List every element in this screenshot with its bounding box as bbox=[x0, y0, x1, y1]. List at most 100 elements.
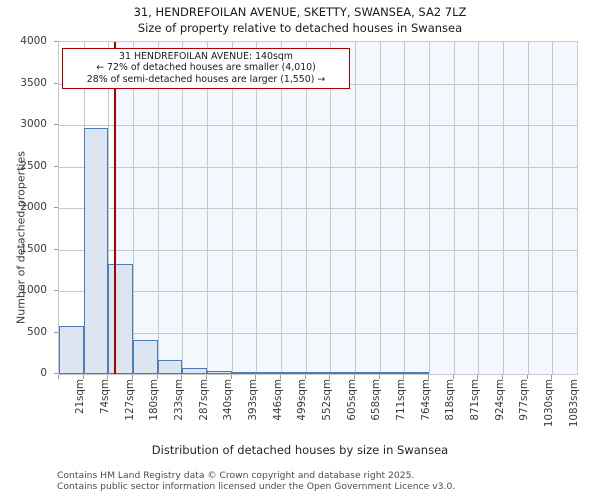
vertical-gridlines bbox=[59, 42, 577, 374]
x-tick-mark-605sqm bbox=[329, 375, 331, 379]
bar-446sqm bbox=[256, 372, 281, 374]
x-tick-mark-499sqm bbox=[280, 375, 281, 379]
x-tick-label-180sqm: 180sqm bbox=[148, 379, 161, 421]
y-tick-mark-3000 bbox=[54, 124, 58, 125]
gridline-x-127sqm bbox=[108, 42, 110, 374]
gridline-x-658sqm bbox=[355, 42, 356, 374]
gridline-y-2500 bbox=[59, 166, 577, 168]
x-tick-label-605sqm: 605sqm bbox=[345, 379, 358, 421]
bar-287sqm bbox=[182, 367, 207, 374]
x-tick-mark-1030sqm bbox=[526, 375, 528, 379]
y-tick-label-4000: 4000 bbox=[20, 35, 47, 47]
x-tick-mark-764sqm bbox=[403, 375, 405, 379]
bar-233sqm bbox=[157, 360, 183, 374]
y-tick-label-3000: 3000 bbox=[20, 118, 47, 130]
x-tick-label-1030sqm: 1030sqm bbox=[543, 379, 555, 428]
x-tick-label-233sqm: 233sqm bbox=[173, 379, 185, 421]
x-tick-mark-658sqm bbox=[354, 375, 355, 379]
y-tick-label-500: 500 bbox=[26, 325, 47, 338]
x-tick-label-818sqm: 818sqm bbox=[444, 379, 457, 421]
y-tick-mark-3500 bbox=[54, 82, 58, 84]
bar-711sqm bbox=[379, 372, 405, 374]
y-tick-label-2500: 2500 bbox=[20, 159, 47, 172]
x-tick-mark-287sqm bbox=[181, 375, 183, 379]
gridline-y-2000 bbox=[59, 208, 577, 209]
x-tick-label-711sqm: 711sqm bbox=[395, 379, 407, 421]
x-tick-mark-552sqm bbox=[304, 375, 306, 379]
x-tick-mark-340sqm bbox=[206, 375, 207, 379]
x-axis-title: Distribution of detached houses by size … bbox=[151, 443, 449, 457]
gridline-x-180sqm bbox=[133, 42, 134, 374]
x-tick-label-658sqm: 658sqm bbox=[370, 379, 383, 421]
property-annotation-box: 31 HENDREFOILAN AVENUE: 140sqm ← 72% of … bbox=[62, 48, 350, 90]
x-tick-mark-1083sqm bbox=[551, 375, 553, 379]
x-tick-label-871sqm: 871sqm bbox=[469, 379, 481, 421]
footer-attribution: Contains HM Land Registry data © Crown c… bbox=[57, 470, 597, 492]
bar-658sqm bbox=[355, 372, 380, 374]
x-tick-mark-818sqm bbox=[428, 375, 429, 379]
bar-393sqm bbox=[231, 371, 257, 374]
bar-764sqm bbox=[404, 372, 429, 374]
gridline-x-605sqm bbox=[330, 42, 332, 374]
bar-series bbox=[59, 42, 577, 374]
bar-605sqm bbox=[330, 372, 355, 374]
gridline-x-924sqm bbox=[478, 42, 480, 374]
plot-area bbox=[58, 41, 578, 375]
x-tick-label-977sqm: 977sqm bbox=[518, 379, 531, 421]
y-tick-label-2000: 2000 bbox=[20, 201, 47, 213]
y-tick-mark-2500 bbox=[54, 165, 58, 167]
footer-line-2: Contains public sector information licen… bbox=[57, 481, 456, 492]
x-tick-label-924sqm: 924sqm bbox=[493, 379, 506, 421]
x-tick-label-21sqm: 21sqm bbox=[74, 379, 87, 415]
y-tick-label-0: 0 bbox=[40, 367, 47, 379]
gridline-x-446sqm bbox=[256, 42, 258, 374]
gridline-x-711sqm bbox=[379, 42, 381, 374]
bar-180sqm bbox=[133, 339, 158, 374]
y-tick-label-1000: 1000 bbox=[20, 284, 47, 296]
gridline-x-393sqm bbox=[231, 42, 233, 374]
gridline-x-871sqm bbox=[453, 42, 455, 374]
footer-line-1: Contains HM Land Registry data © Crown c… bbox=[57, 470, 415, 481]
bar-74sqm bbox=[83, 128, 109, 374]
gridline-x-340sqm bbox=[207, 42, 208, 374]
gridline-y-1000 bbox=[59, 291, 577, 292]
x-tick-mark-924sqm bbox=[477, 375, 479, 379]
gridline-y-3000 bbox=[59, 125, 577, 126]
gridline-x-552sqm bbox=[305, 42, 307, 374]
gridline-x-764sqm bbox=[404, 42, 406, 374]
gridline-x-977sqm bbox=[503, 42, 504, 374]
bar-499sqm bbox=[281, 372, 306, 374]
gridline-x-1083sqm bbox=[552, 42, 554, 374]
y-tick-mark-0 bbox=[54, 373, 58, 374]
x-tick-mark-233sqm bbox=[156, 375, 158, 379]
gridline-x-287sqm bbox=[182, 42, 184, 374]
chart-title-line-1: 31, HENDREFOILAN AVENUE, SKETTY, SWANSEA… bbox=[133, 5, 467, 19]
y-tick-label-3500: 3500 bbox=[20, 76, 47, 89]
x-tick-mark-127sqm bbox=[107, 375, 109, 379]
x-tick-mark-180sqm bbox=[132, 375, 133, 379]
y-tick-label-1500: 1500 bbox=[20, 242, 47, 255]
y-tick-mark-1000 bbox=[54, 290, 58, 291]
annotation-line-2: ← 72% of detached houses are smaller (4,… bbox=[96, 62, 316, 74]
gridline-y-500 bbox=[59, 332, 577, 334]
y-tick-mark-4000 bbox=[54, 41, 58, 42]
x-tick-mark-977sqm bbox=[502, 375, 503, 379]
x-tick-label-499sqm: 499sqm bbox=[296, 379, 309, 421]
bar-21sqm bbox=[59, 325, 84, 374]
x-tick-label-340sqm: 340sqm bbox=[222, 379, 235, 421]
bar-127sqm bbox=[108, 263, 133, 374]
x-tick-mark-74sqm bbox=[82, 375, 84, 379]
gridline-x-1030sqm bbox=[527, 42, 529, 374]
chart-title-block: 31, HENDREFOILAN AVENUE, SKETTY, SWANSEA… bbox=[0, 4, 600, 36]
bar-552sqm bbox=[305, 372, 331, 374]
x-tick-labels: 21sqm 74sqm 127sqm 180sqm 233sqm 287sqm 340sqm… bbox=[58, 379, 579, 441]
annotation-line-3: 28% of semi-detached houses are larger (… bbox=[86, 73, 326, 85]
x-tick-mark-21sqm bbox=[58, 375, 59, 379]
x-tick-label-74sqm: 74sqm bbox=[99, 379, 111, 415]
chart-title-line-2: Size of property relative to detached ho… bbox=[137, 21, 463, 35]
gridline-x-499sqm bbox=[281, 42, 282, 374]
x-tick-label-287sqm: 287sqm bbox=[197, 379, 210, 421]
x-tick-label-764sqm: 764sqm bbox=[419, 379, 432, 421]
x-tick-label-552sqm: 552sqm bbox=[321, 379, 333, 421]
gridline-x-818sqm bbox=[429, 42, 430, 374]
